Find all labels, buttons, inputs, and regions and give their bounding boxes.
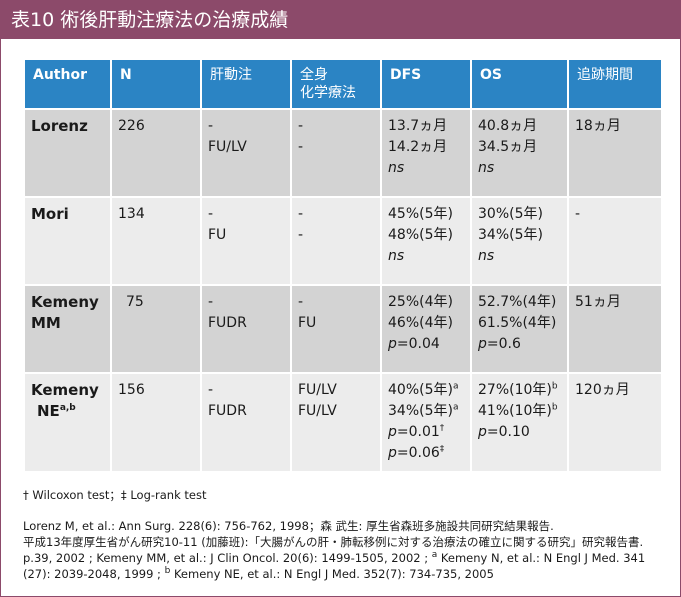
reference-line: p.39, 2002 ; Kemeny MM, et al.: J Clin O… <box>23 550 646 565</box>
n-cell: 75 <box>112 286 200 372</box>
header-row: Author N 肝動注 全身 化学療法 DFS OS 追跡期間 <box>25 60 661 108</box>
followup-cell: 120ヵ月 <box>569 374 661 471</box>
figure-title: 表10 術後肝動注療法の治療成績 <box>11 9 289 31</box>
hai-cell: - FUDR <box>202 286 290 372</box>
table-row: Kemeny MM 75 - FUDR - FU 25%(4年) 46%(4年) p=0.… <box>25 286 661 372</box>
os-cell: 27%(10年)b 41%(10年)b p=0.10 <box>472 374 567 471</box>
dfs-cell: 40%(5年)a 34%(5年)a p=0.01† p=0.06‡ <box>382 374 470 471</box>
systemic-cell: - FU <box>292 286 380 372</box>
followup-cell: - <box>569 198 661 284</box>
n-cell: 156 <box>112 374 200 471</box>
author-cell: Kemeny MM <box>25 286 110 372</box>
table-row: Kemeny NEa,b 156 - FUDR FU/LV FU/LV 40%(5年)… <box>25 374 661 471</box>
n-cell: 134 <box>112 198 200 284</box>
results-table: Author N 肝動注 全身 化学療法 DFS OS 追跡期間 Lorenz 2… <box>23 58 663 473</box>
reference-line: Lorenz M, et al.: Ann Surg. 228(6): 756-… <box>23 519 554 533</box>
dfs-cell: 13.7ヵ月 14.2ヵ月 ns <box>382 110 470 196</box>
systemic-cell: -- <box>292 198 380 284</box>
title-bar: 表10 術後肝動注療法の治療成績 <box>1 1 680 39</box>
followup-cell: 51ヵ月 <box>569 286 661 372</box>
dfs-cell: 45%(5年) 48%(5年) ns <box>382 198 470 284</box>
hai-cell: - FU <box>202 198 290 284</box>
table-row: Lorenz 226 - FU/LV -- 13.7ヵ月 14.2ヵ月 ns 40.8… <box>25 110 661 196</box>
header-systemic: 全身 化学療法 <box>292 60 380 108</box>
systemic-cell: -- <box>292 110 380 196</box>
os-cell: 30%(5年) 34%(5年) ns <box>472 198 567 284</box>
header-n: N <box>112 60 200 108</box>
author-cell: Kemeny NEa,b <box>25 374 110 471</box>
table-row: Mori 134 - FU -- 45%(5年) 48%(5年) ns 30%(5年)… <box>25 198 661 284</box>
reference-line: (27): 2039-2048, 1999 ; b Kemeny NE, et … <box>23 566 494 581</box>
os-cell: 52.7%(4年) 61.5%(4年) p=0.6 <box>472 286 567 372</box>
followup-cell: 18ヵ月 <box>569 110 661 196</box>
header-followup: 追跡期間 <box>569 60 661 108</box>
systemic-cell: FU/LV FU/LV <box>292 374 380 471</box>
header-dfs: DFS <box>382 60 470 108</box>
os-cell: 40.8ヵ月 34.5ヵ月 ns <box>472 110 567 196</box>
header-os: OS <box>472 60 567 108</box>
dfs-cell: 25%(4年) 46%(4年) p=0.04 <box>382 286 470 372</box>
header-author: Author <box>25 60 110 108</box>
author-cell: Lorenz <box>25 110 110 196</box>
footnote-symbols: † Wilcoxon test；‡ Log-rank test <box>23 488 207 502</box>
hai-cell: - FU/LV <box>202 110 290 196</box>
header-hai: 肝動注 <box>202 60 290 108</box>
n-cell: 226 <box>112 110 200 196</box>
hai-cell: - FUDR <box>202 374 290 471</box>
author-cell: Mori <box>25 198 110 284</box>
reference-line: 平成13年度厚生省がん研究10-11 (加藤班):「大腸がんの肝・肺転移例に対す… <box>23 535 644 549</box>
